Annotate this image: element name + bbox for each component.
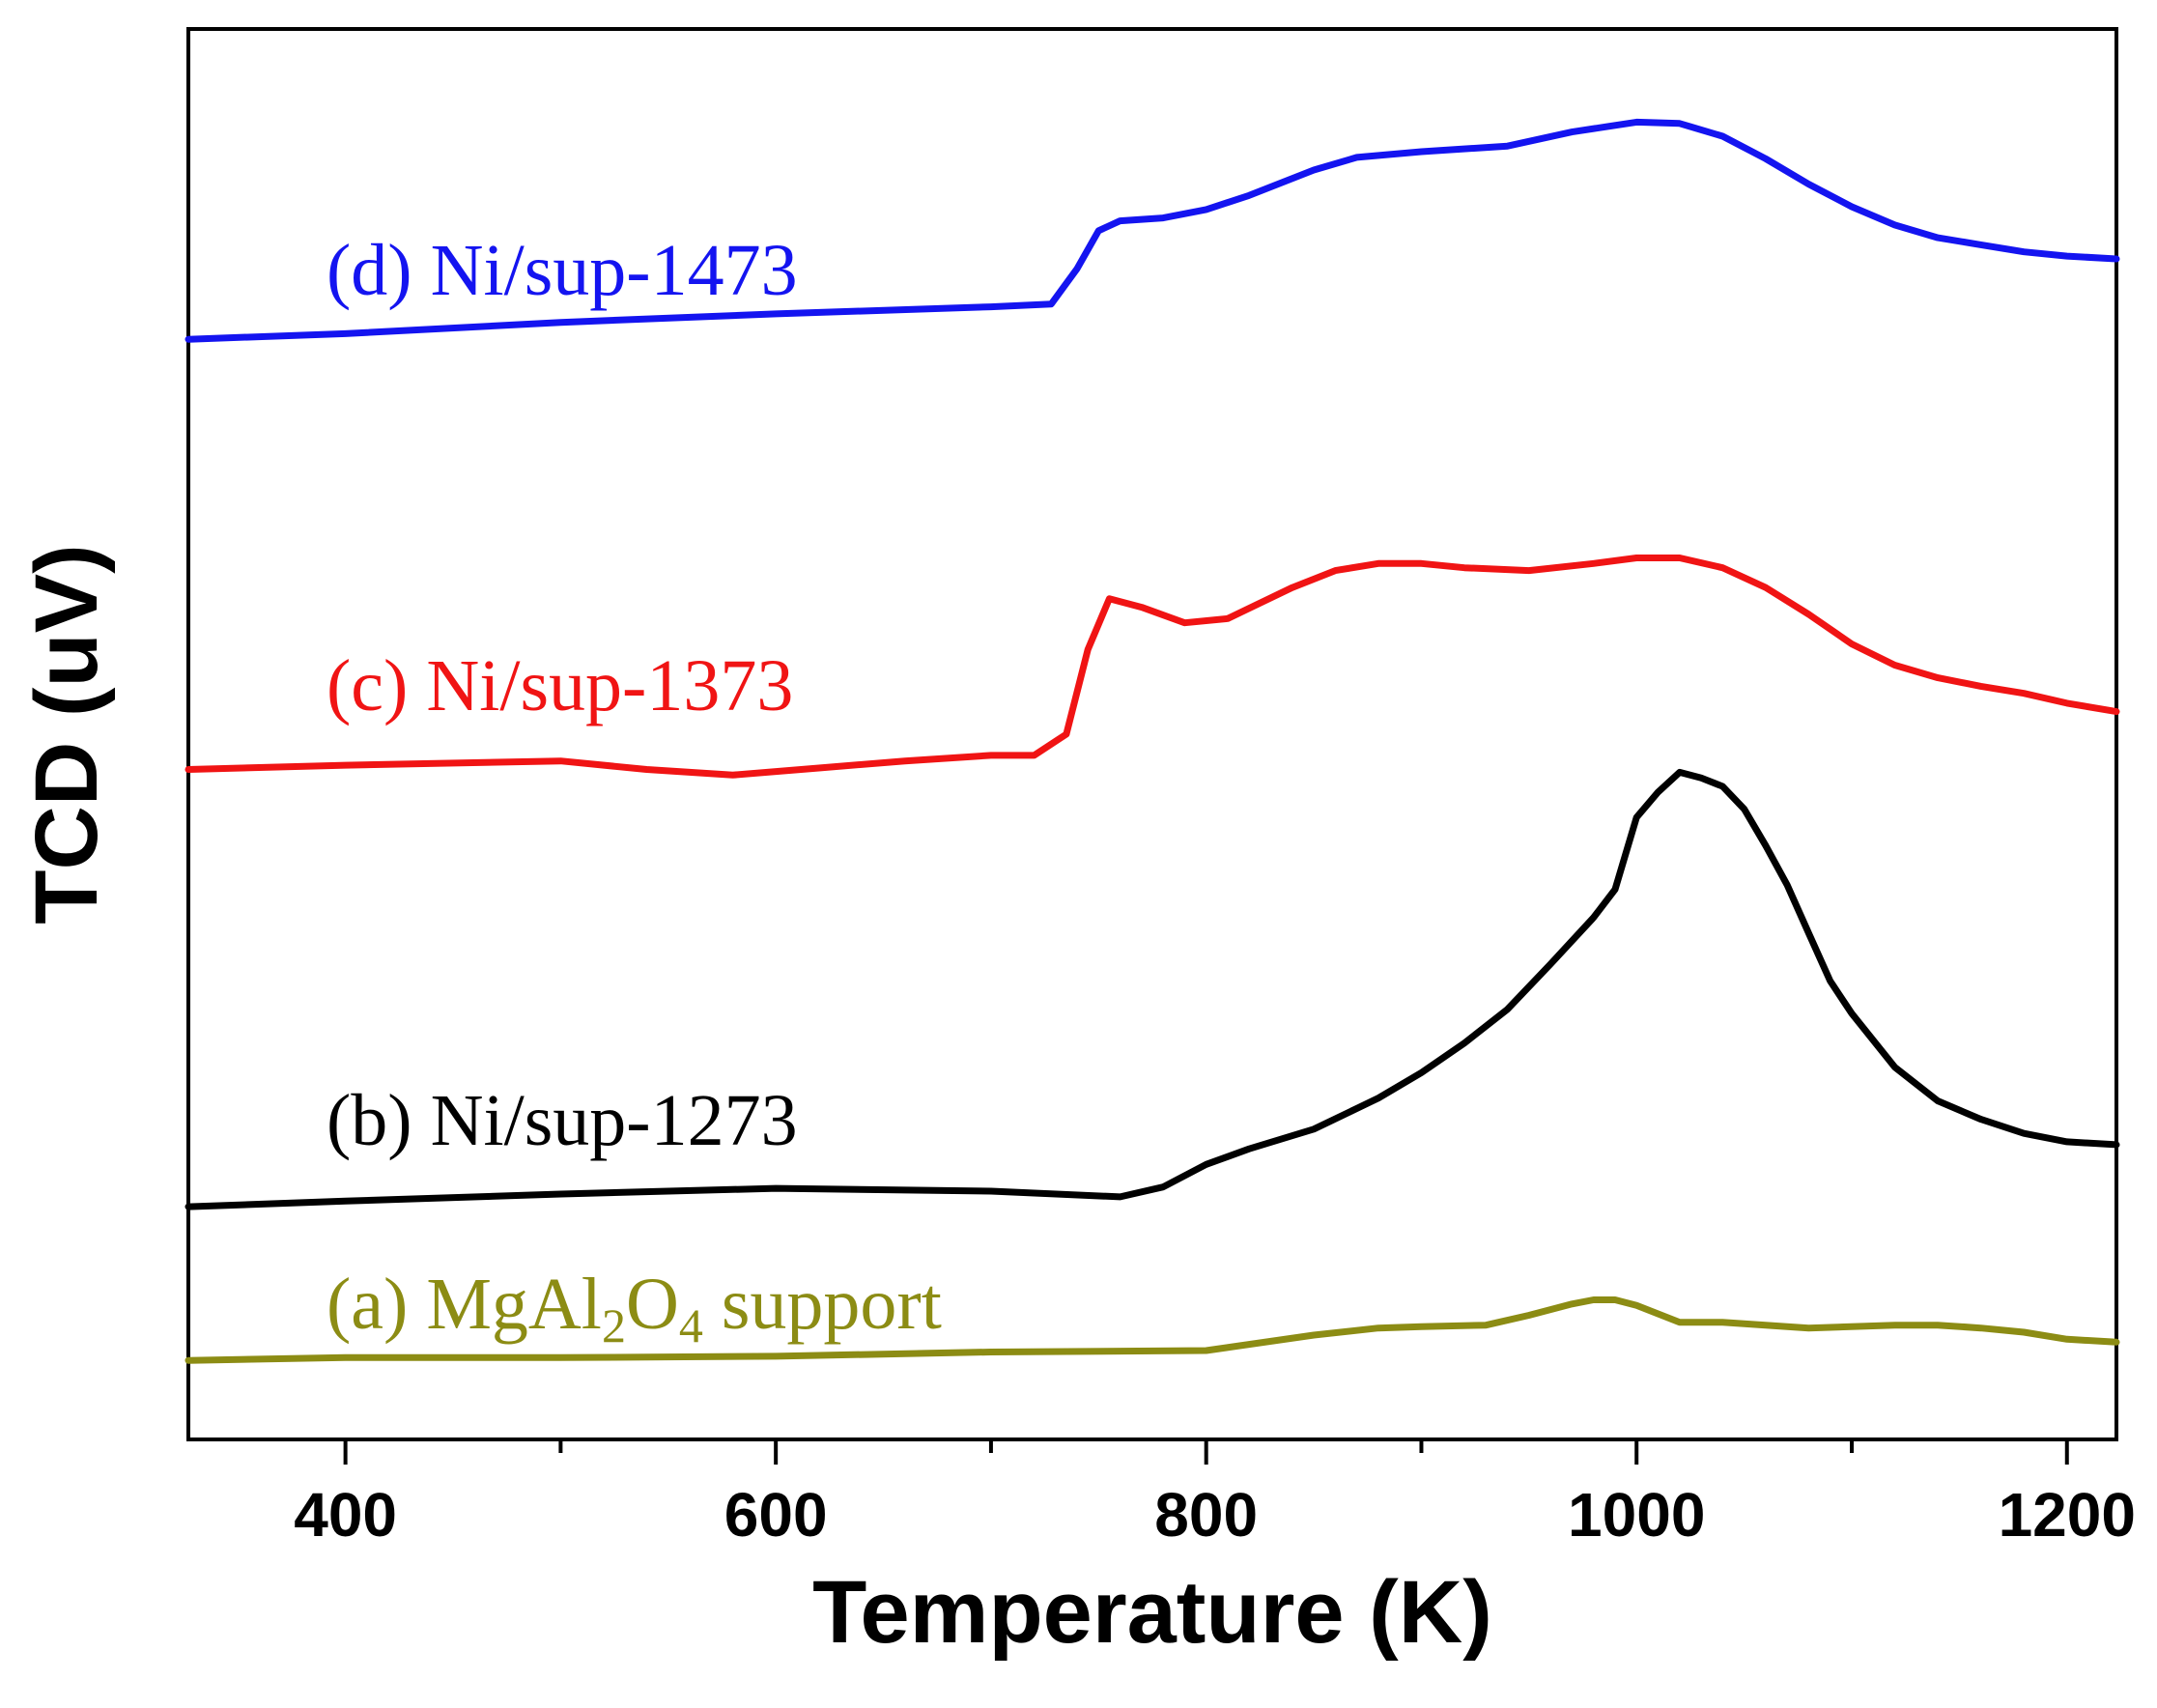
series-line-a [184, 1296, 2120, 1364]
series-line-b [184, 768, 2120, 1210]
series-lines [184, 118, 2120, 1364]
x-axis-title: Temperature (K) [812, 1563, 1492, 1662]
series-label-d: (d) Ni/sup-1473 [326, 230, 798, 311]
series-label-c: (c) Ni/sup-1373 [326, 645, 793, 726]
series-line-d [184, 118, 2120, 343]
series-label-a-mid: O [626, 1264, 679, 1345]
series-label-a-sub1: 2 [602, 1298, 626, 1352]
x-tick-label: 1200 [1999, 1480, 2136, 1550]
series-label-a-sub2: 4 [679, 1298, 703, 1352]
series-label-b: (b) Ni/sup-1273 [326, 1080, 798, 1161]
x-tick-label: 800 [1154, 1480, 1258, 1550]
x-tick-label: 1000 [1568, 1480, 1705, 1550]
x-axis-tick-labels: 400 600 800 1000 1200 [294, 1480, 2136, 1550]
series-line-c [184, 555, 2120, 779]
x-tick-label: 600 [724, 1480, 828, 1550]
series-label-a: (a) MgAl2O4 support [326, 1264, 942, 1352]
series-label-a-suffix: support [703, 1264, 942, 1345]
series-label-a-prefix: (a) MgAl [326, 1264, 602, 1345]
x-axis-ticks [343, 1439, 2069, 1465]
x-tick-label: 400 [294, 1480, 397, 1550]
y-axis-title: TCD (uV) [17, 544, 116, 924]
plot-frame [186, 27, 2118, 1441]
